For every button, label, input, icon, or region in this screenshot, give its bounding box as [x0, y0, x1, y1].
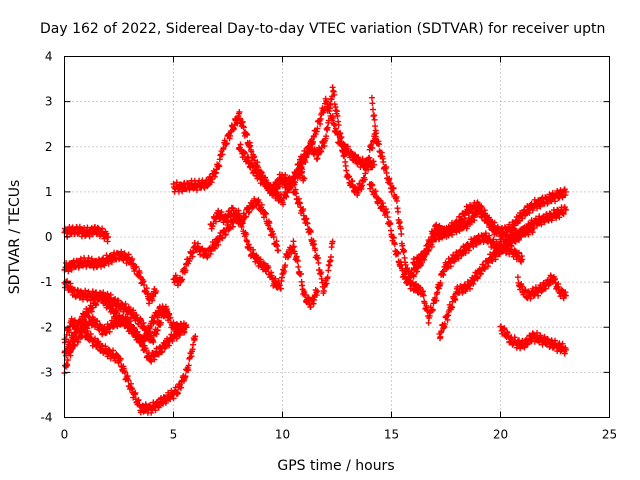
x-axis-label: GPS time / hours — [277, 458, 394, 474]
data-point-markers — [497, 323, 569, 357]
y-tick-label: -3 — [41, 365, 53, 379]
data-markers — [61, 84, 569, 416]
data-point-markers — [170, 207, 321, 310]
x-tick-label: 15 — [384, 428, 399, 442]
series-trace-18 — [514, 272, 569, 302]
x-tick-label: 10 — [275, 428, 290, 442]
chart-title: Day 162 of 2022, Sidereal Day-to-day VTE… — [40, 21, 605, 37]
series-trace-9 — [207, 195, 282, 254]
series-trace-7 — [170, 207, 321, 310]
y-tick-label: 0 — [45, 230, 53, 244]
x-tick-label: 0 — [61, 428, 69, 442]
axis-ticks: 0 5 10 15 20 25 -4 -3 -2 -1 0 1 2 3 4 — [41, 50, 618, 442]
data-point-markers — [207, 195, 282, 254]
data-point-markers — [61, 223, 112, 245]
series-trace-6 — [61, 326, 199, 416]
y-tick-label: 4 — [45, 50, 53, 64]
data-point-markers — [410, 186, 569, 269]
data-point-markers — [61, 326, 199, 416]
x-tick-label: 25 — [602, 428, 617, 442]
series-trace-1 — [61, 223, 112, 245]
y-tick-label: 2 — [45, 140, 53, 154]
series-trace-17 — [497, 204, 569, 250]
grid — [64, 56, 610, 418]
data-point-markers — [497, 204, 569, 250]
y-axis-label: SDTVAR / TECUs — [7, 180, 23, 295]
series-trace-16 — [410, 186, 569, 269]
x-tick-label: 5 — [170, 428, 178, 442]
y-tick-label: -4 — [41, 411, 53, 425]
y-tick-label: 3 — [45, 95, 53, 109]
series-trace-13 — [368, 94, 500, 285]
y-tick-label: -2 — [41, 320, 53, 334]
series-trace-19 — [497, 323, 569, 357]
y-tick-label: 1 — [45, 185, 53, 199]
data-point-markers — [514, 272, 569, 302]
data-point-markers — [294, 84, 380, 198]
y-tick-label: -1 — [41, 275, 53, 289]
x-tick-label: 20 — [493, 428, 508, 442]
series-trace-12 — [294, 84, 380, 198]
data-point-markers — [368, 94, 500, 285]
